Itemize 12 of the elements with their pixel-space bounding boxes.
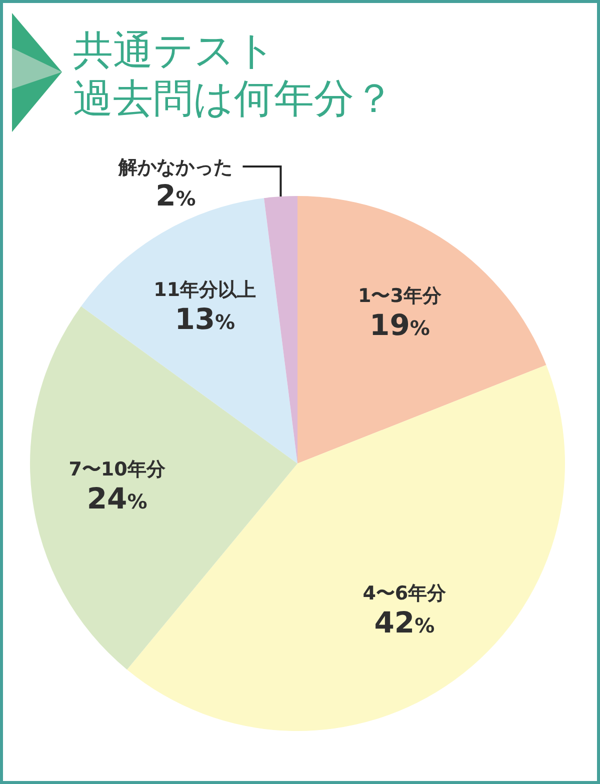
data-label: 19% bbox=[370, 308, 430, 342]
slice-label: 1〜3年分 bbox=[358, 285, 442, 308]
data-label: 2% bbox=[156, 178, 196, 213]
slice-label: 解かなかった bbox=[118, 156, 233, 179]
data-label: 42% bbox=[374, 606, 435, 640]
data-label: 24% bbox=[86, 481, 148, 516]
data-label: 13% bbox=[174, 302, 236, 336]
slice-label: 11年分以上 bbox=[154, 278, 256, 301]
subtitle: 過去問は何年分？ bbox=[73, 76, 394, 122]
title: 共通テスト bbox=[73, 28, 276, 74]
slice-label: 4〜6年分 bbox=[362, 582, 448, 605]
slice-label: 7〜10年分 bbox=[68, 458, 166, 480]
